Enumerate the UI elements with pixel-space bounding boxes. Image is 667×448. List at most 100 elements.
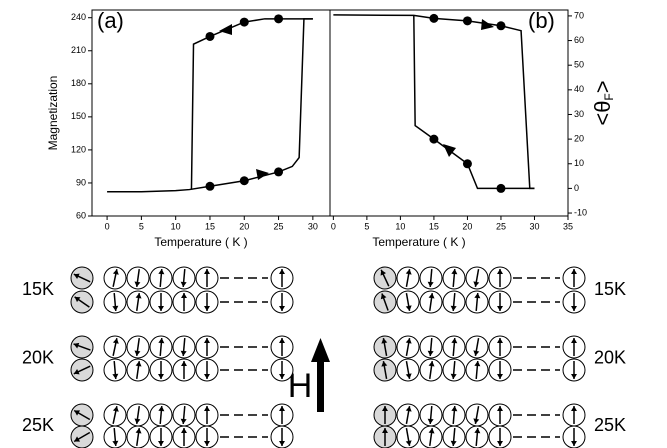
spin-arrow-head <box>158 338 165 344</box>
temperature-label: 15K <box>22 279 54 299</box>
spin-arrow-head <box>134 350 141 356</box>
spin-arrow-head <box>405 338 412 344</box>
x-tick-label: 0 <box>105 221 110 231</box>
spin-arrow-head <box>135 361 142 367</box>
spin-arrow-head <box>135 428 142 434</box>
spin-arrow-head <box>405 269 412 275</box>
y-tick-label: 120 <box>71 144 86 154</box>
data-marker <box>496 21 506 31</box>
spin-arrow-head <box>135 293 142 299</box>
spin-arrow-head <box>279 338 285 343</box>
spin-arrow-head <box>158 306 164 311</box>
spin-arrow-head <box>181 293 187 298</box>
spin-arrow-head <box>451 338 458 344</box>
spin-arrow-head <box>427 418 434 424</box>
x-tick-label: 20 <box>239 221 249 231</box>
temperature-label: 25K <box>594 415 626 435</box>
x-tick-label: 30 <box>529 221 539 231</box>
spin-arrow-head <box>279 374 285 379</box>
spin-arrow-head <box>158 406 165 412</box>
spin-arrow-head <box>279 406 285 411</box>
spin-arrow-head <box>279 441 285 446</box>
x-tick-label: 10 <box>395 221 405 231</box>
data-marker <box>429 134 439 144</box>
x-tick-label: 30 <box>308 221 318 231</box>
spin-arrow-head <box>112 440 119 446</box>
field-arrow-head <box>311 338 330 362</box>
spin-arrow-head <box>134 418 141 424</box>
x-tick-label: 20 <box>462 221 472 231</box>
spin-arrow-head <box>112 373 119 379</box>
panel-label: (b) <box>528 8 555 33</box>
spin-arrow-head <box>473 350 480 356</box>
y-label-prefix: <θ <box>590 101 615 126</box>
spin-arrow-head <box>73 342 80 349</box>
x-tick-label: 10 <box>171 221 181 231</box>
spin-arrow-head <box>405 305 412 311</box>
y-tick-label: 70 <box>574 10 584 20</box>
spin-arrow-head <box>74 410 81 416</box>
spin-arrow-head <box>181 361 187 366</box>
spin-arrow-head <box>112 406 119 412</box>
x-tick-label: 25 <box>496 221 506 231</box>
spin-arrow-head <box>571 406 577 411</box>
spin-arrow-head <box>382 406 388 411</box>
spin-arrow-head <box>405 373 412 379</box>
spin-arrow-head <box>180 350 187 356</box>
spin-arrow-head <box>74 436 81 442</box>
x-tick-label: 0 <box>331 221 336 231</box>
spin-arrow-head <box>279 306 285 311</box>
spin-arrow-head <box>473 418 480 424</box>
spin-arrow-head <box>571 269 577 274</box>
y-axis-label: <θF> <box>590 80 616 125</box>
spin-arrow-head <box>73 273 80 280</box>
x-tick-label: 15 <box>429 221 439 231</box>
spin-arrow-head <box>497 374 503 379</box>
spin-arrow-head <box>279 269 285 274</box>
spin-arrow-head <box>112 269 119 275</box>
spin-arrow-head <box>181 428 187 433</box>
data-line <box>107 18 313 193</box>
y-tick-label: 50 <box>574 60 584 70</box>
spin-arrow-head <box>405 406 412 412</box>
spin-arrow-head <box>451 269 458 275</box>
data-line <box>413 15 535 190</box>
spin-arrow-head <box>204 306 210 311</box>
y-tick-label: -10 <box>574 207 587 217</box>
spin-arrow-head <box>571 374 577 379</box>
spin-arrow-head <box>158 269 165 275</box>
spin-arrow-head <box>74 296 81 303</box>
data-marker <box>205 31 215 41</box>
spin-arrow-head <box>428 293 435 299</box>
spin-arrow-head <box>380 293 387 300</box>
y-tick-label: 40 <box>574 84 584 94</box>
spin-arrow-head <box>571 441 577 446</box>
spin-arrow-head <box>427 281 434 287</box>
field-arrow <box>311 338 330 412</box>
spin-arrow-head <box>382 428 388 433</box>
spin-arrow-head <box>474 293 481 299</box>
data-marker <box>274 167 284 177</box>
y-tick-label: 60 <box>574 35 584 45</box>
spin-arrow-head <box>204 406 210 411</box>
y-axis-label: Magnetization <box>46 76 60 151</box>
spin-arrow-head <box>381 338 388 344</box>
spin-arrow-head <box>497 441 503 446</box>
spin-arrow-head <box>473 281 480 287</box>
spin-arrow-head <box>497 338 503 343</box>
panel-label: (a) <box>97 8 124 33</box>
x-tick-label: 5 <box>139 221 144 231</box>
y-tick-label: 20 <box>574 133 584 143</box>
data-marker <box>239 176 249 186</box>
spin-arrow-head <box>112 305 119 311</box>
spin-arrow-head <box>204 441 210 446</box>
spin-arrow-head <box>428 428 435 434</box>
spin-arrow-head <box>204 269 210 274</box>
spin-arrow-head <box>405 440 412 446</box>
curve-arrows <box>219 19 494 180</box>
temperature-label: 25K <box>22 415 54 435</box>
temperature-label: 20K <box>22 347 54 367</box>
data-line <box>333 14 535 190</box>
data-marker <box>462 159 472 169</box>
